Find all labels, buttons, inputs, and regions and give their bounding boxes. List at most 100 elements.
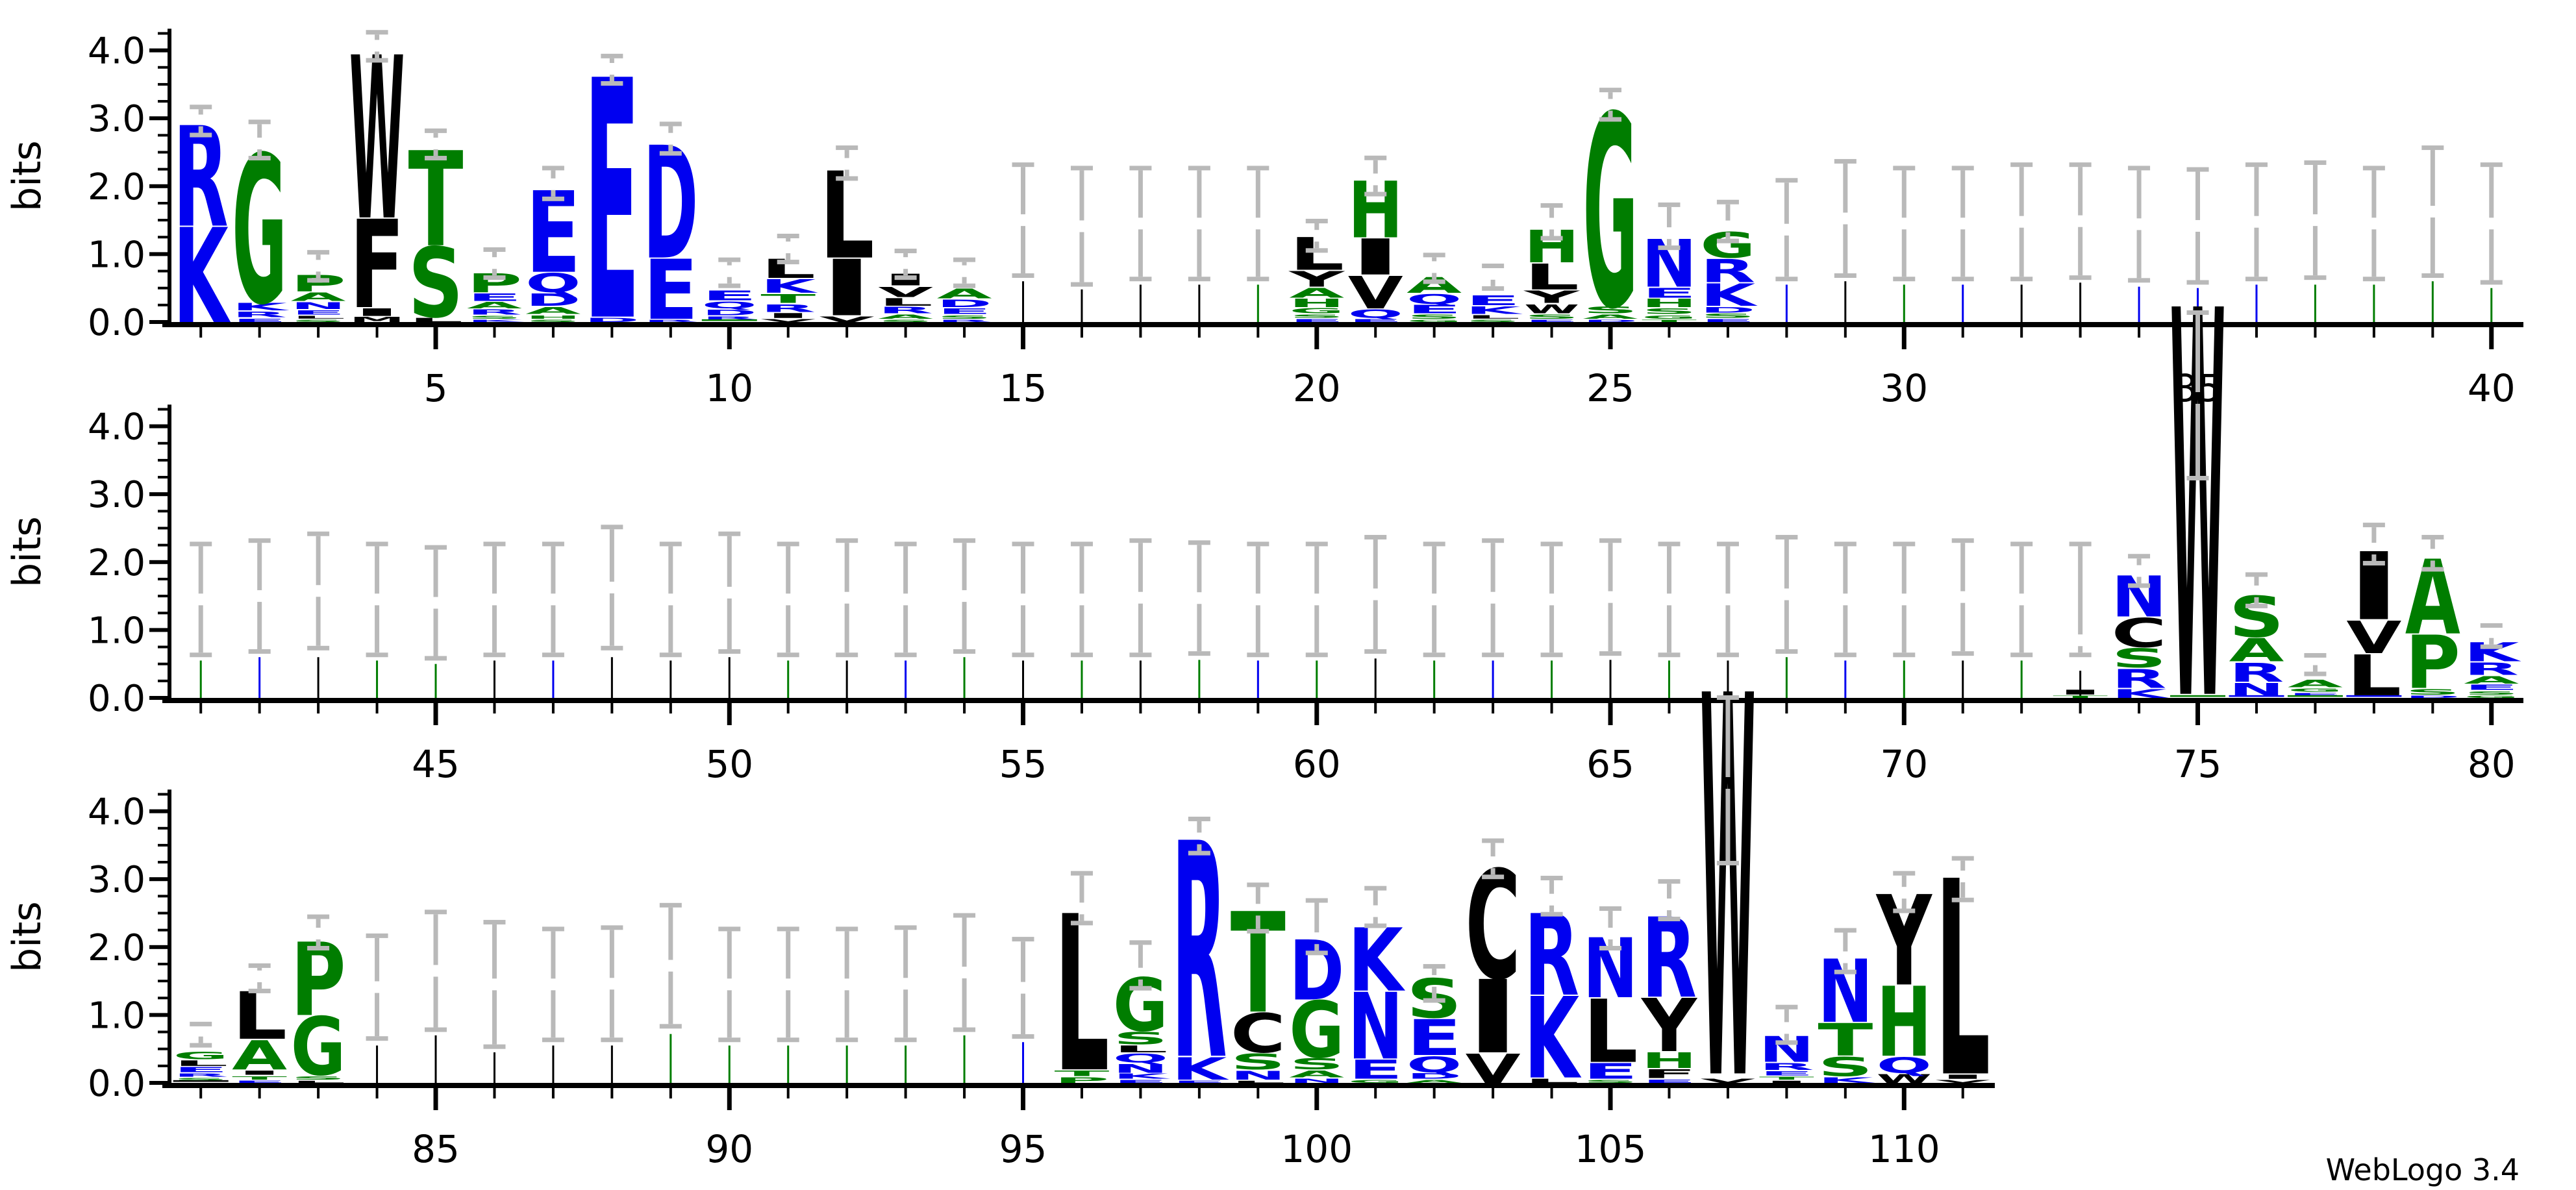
logo-letter-A: A <box>467 301 522 310</box>
logo-letter-A: A <box>2288 678 2344 689</box>
error-bar-stem <box>1021 546 1026 594</box>
letter-glyph: Q <box>1407 1052 1462 1078</box>
error-bar-stem <box>1079 875 1084 903</box>
error-bar-stem <box>668 605 673 653</box>
error-bar <box>2069 162 2092 280</box>
logo-letter-S: S <box>1231 1049 1286 1074</box>
x-tick-minor <box>1668 327 1671 338</box>
letter-glyph: R <box>173 1072 229 1078</box>
logo-letter-L: L <box>1231 1080 1286 1084</box>
stack-pos-77: EGA <box>2287 652 2344 697</box>
minor-residue-line <box>1785 284 1788 322</box>
letter-glyph: E <box>2464 684 2519 691</box>
stack-pos-57 <box>1129 538 1152 698</box>
logo-letter-A: A <box>1289 1069 1344 1080</box>
y-tick <box>158 543 168 547</box>
y-tick-label: 3.0 <box>88 474 145 516</box>
logo-letter-V: V <box>1348 267 1404 319</box>
error-bar-stem <box>492 546 497 594</box>
x-tick-minor <box>551 327 555 338</box>
logo-letter-L: L <box>1113 1044 1168 1055</box>
y-tick <box>149 184 168 188</box>
logo-letter-T: T <box>1642 319 1697 323</box>
error-bar-cap-top <box>1599 88 1622 93</box>
logo-letter-K: K <box>173 202 231 353</box>
error-bar <box>1775 178 1798 282</box>
error-bar-cap-top <box>1012 541 1034 547</box>
error-bar-stem <box>2136 230 2142 279</box>
logo-letter-W: W <box>349 10 405 271</box>
y-axis: 0.0 1.0 2.0 3.0 4.0 bits <box>5 404 171 720</box>
x-tick-minor <box>493 1088 496 1098</box>
logo-letter-E: E <box>232 317 287 323</box>
stack-pos-30 <box>1893 166 1916 322</box>
y-tick-label: 0.0 <box>88 1063 145 1105</box>
stack-pos-55 <box>1012 541 1034 698</box>
letter-glyph: H <box>525 314 581 320</box>
minor-residue-line <box>376 660 379 698</box>
error-bar-stem <box>2312 226 2318 276</box>
letter-glyph: M <box>349 316 405 324</box>
logo-letter-D: D <box>937 297 992 309</box>
tiny-residue-line <box>2346 695 2402 697</box>
logo-letter-R: R <box>1700 253 1755 290</box>
error-bar-stem <box>1490 843 1495 857</box>
x-tick-minor <box>1139 1088 1142 1098</box>
y-tick <box>158 861 168 864</box>
letter-glyph: L <box>1231 1080 1286 1084</box>
y-tick <box>158 843 168 847</box>
x-tick-minor <box>2255 327 2258 338</box>
error-bar-cap-top <box>1482 264 1505 269</box>
y-tick-label: 4.0 <box>88 406 145 449</box>
logo-letter-D: D <box>584 317 640 323</box>
error-bar <box>190 105 212 138</box>
error-bar-stem <box>2136 170 2142 219</box>
letter-glyph: E <box>1524 319 1579 323</box>
error-bar-cap-bottom <box>1951 277 1974 282</box>
letter-glyph: E <box>232 317 287 323</box>
stack-pos-53 <box>894 541 917 698</box>
letter-glyph: I <box>2053 688 2108 696</box>
logo-letter-I: I <box>1466 959 1521 1076</box>
letter-glyph: L <box>1289 229 1344 280</box>
letter-glyph: Y <box>1288 267 1345 292</box>
y-tick <box>158 269 168 273</box>
logo-letter-T: T <box>1054 1069 1110 1078</box>
letter-glyph: H <box>1524 221 1579 273</box>
logo-letter-S: S <box>2112 643 2167 673</box>
error-bar <box>2128 554 2151 588</box>
logo-letter-G: G <box>173 1050 229 1061</box>
error-bar <box>2421 145 2444 279</box>
letter-glyph: D <box>1407 1072 1462 1081</box>
letter-glyph: A <box>1289 1069 1344 1080</box>
minor-residue-line <box>2490 288 2493 322</box>
x-tick-label: 5 <box>424 366 448 410</box>
error-bar-cap-bottom <box>1188 277 1210 282</box>
x-tick-major <box>727 1088 732 1110</box>
error-bar-stem <box>786 546 791 594</box>
error-bar-stem <box>1138 603 1143 653</box>
error-bar-cap-bottom <box>1188 850 1210 856</box>
letter-glyph: K <box>760 276 818 297</box>
letter-glyph: L <box>1054 871 1109 1120</box>
error-bar <box>1070 871 1093 926</box>
error-bar-cap-top <box>659 541 682 547</box>
error-bar-stem <box>668 971 673 1024</box>
error-bar-cap-bottom <box>1482 652 1505 658</box>
error-bar-stem <box>609 930 614 978</box>
logo-letter-W: W <box>2170 201 2225 819</box>
error-bar <box>1893 871 1916 913</box>
y-tick <box>158 793 168 796</box>
x-tick-label: 65 <box>1586 742 1634 786</box>
error-bar-cap-bottom <box>777 1037 799 1043</box>
logo-letter-S: S <box>525 319 581 323</box>
error-bar-stem <box>1725 232 1731 239</box>
x-tick-label: 100 <box>1281 1127 1353 1171</box>
minor-residue-line <box>317 657 319 698</box>
x-tick-minor <box>1961 327 1964 338</box>
y-tick <box>158 201 168 205</box>
error-bar-cap-bottom <box>718 283 741 288</box>
letter-glyph: L <box>1113 1044 1168 1055</box>
x-tick-minor <box>1844 327 1847 338</box>
